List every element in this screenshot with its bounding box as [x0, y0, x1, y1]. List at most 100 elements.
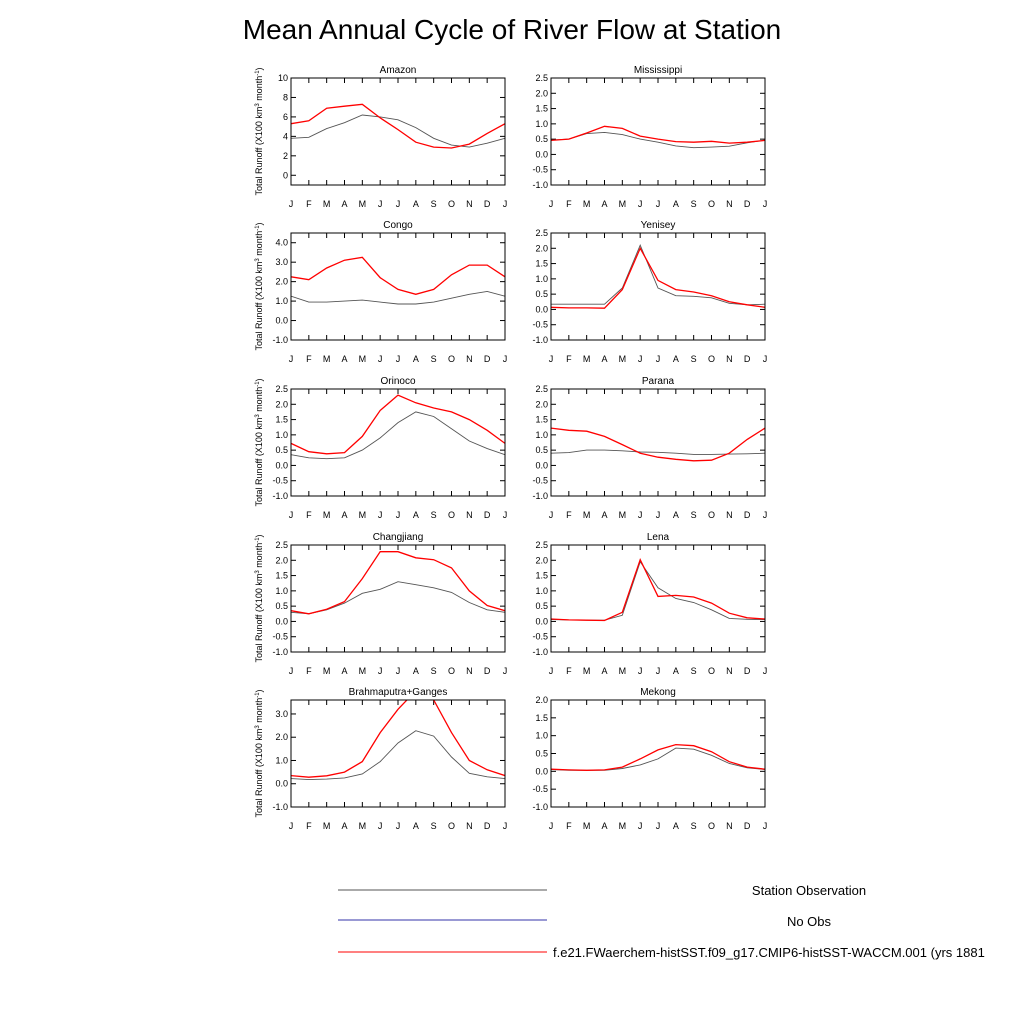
x-tick-label: J: [656, 199, 661, 209]
x-tick-label: N: [726, 199, 733, 209]
x-tick-label: J: [503, 354, 508, 364]
x-tick-label: J: [503, 510, 508, 520]
x-tick-label: M: [583, 821, 591, 831]
y-tick-label: -0.5: [532, 320, 548, 330]
panel-title: Lena: [647, 532, 670, 543]
legend-label-model: f.e21.FWaerchem-histSST.f09_g17.CMIP6-hi…: [553, 945, 985, 960]
y-tick-label: 1.0: [275, 586, 288, 596]
y-tick-label: 1.0: [275, 296, 288, 306]
series-line-observation: [551, 560, 765, 621]
x-tick-label: M: [619, 354, 627, 364]
panel-title: Yenisey: [641, 220, 676, 231]
x-tick-label: J: [656, 354, 661, 364]
y-tick-label: 0: [283, 170, 288, 180]
y-tick-label: 4: [283, 131, 288, 141]
y-tick-label: 2.0: [275, 732, 288, 742]
y-tick-label: 1.5: [535, 713, 548, 723]
x-tick-label: J: [549, 666, 554, 676]
y-tick-label: 1.5: [275, 415, 288, 425]
x-tick-label: J: [378, 199, 383, 209]
y-tick-label: 2.0: [535, 399, 548, 409]
x-tick-label: F: [566, 354, 572, 364]
y-tick-label: 2.5: [275, 384, 288, 394]
y-tick-label: 1.0: [275, 755, 288, 765]
series-line-model: [551, 743, 765, 771]
x-tick-label: J: [656, 510, 661, 520]
series-line-observation: [291, 411, 505, 460]
x-tick-label: A: [601, 199, 607, 209]
x-tick-label: J: [396, 354, 401, 364]
y-tick-label: 1.0: [535, 274, 548, 284]
y-tick-label: -0.5: [532, 632, 548, 642]
y-tick-label: 4.0: [275, 238, 288, 248]
x-tick-label: A: [413, 354, 419, 364]
panel-title: Brahmaputra+Ganges: [349, 687, 448, 698]
plot-frame: [550, 232, 766, 341]
figure-title: Mean Annual Cycle of River Flow at Stati…: [243, 14, 781, 45]
x-tick-label: D: [744, 354, 751, 364]
y-tick-label: 2.5: [275, 540, 288, 550]
x-tick-label: F: [306, 821, 312, 831]
x-tick-label: F: [306, 666, 312, 676]
x-tick-label: A: [673, 510, 679, 520]
legend: Station Observation No Obs f.e21.FWaerch…: [338, 883, 985, 960]
y-tick-label: -1.0: [272, 802, 288, 812]
y-tick-label: 0.0: [275, 779, 288, 789]
series-line-model: [551, 246, 765, 309]
x-tick-label: O: [708, 666, 715, 676]
x-tick-label: O: [708, 821, 715, 831]
x-tick-label: J: [549, 199, 554, 209]
x-tick-label: S: [431, 199, 437, 209]
x-tick-label: F: [306, 354, 312, 364]
y-tick-label: 0.5: [275, 601, 288, 611]
x-tick-label: F: [566, 510, 572, 520]
x-tick-label: J: [503, 666, 508, 676]
series-line-observation: [551, 449, 765, 455]
x-tick-label: S: [431, 510, 437, 520]
x-tick-label: J: [638, 510, 643, 520]
x-tick-label: D: [484, 821, 491, 831]
x-tick-label: J: [378, 666, 383, 676]
y-tick-label: 2.5: [535, 73, 548, 83]
x-tick-label: N: [726, 510, 733, 520]
x-tick-label: F: [306, 199, 312, 209]
x-tick-label: D: [744, 666, 751, 676]
y-tick-label: -1.0: [272, 491, 288, 501]
x-tick-label: J: [378, 821, 383, 831]
series-line-observation: [551, 244, 765, 306]
plot-frame: [290, 699, 506, 808]
x-tick-label: O: [708, 354, 715, 364]
x-tick-label: N: [726, 354, 733, 364]
y-tick-label: -0.5: [532, 476, 548, 486]
y-axis-label: Total Runoff (X100 km3 month-1): [254, 222, 264, 350]
y-tick-label: 1.0: [535, 586, 548, 596]
x-tick-label: A: [601, 821, 607, 831]
y-tick-label: 2.0: [535, 555, 548, 565]
x-tick-label: N: [726, 821, 733, 831]
x-tick-label: O: [448, 354, 455, 364]
x-tick-label: D: [484, 354, 491, 364]
y-tick-label: 2.5: [535, 228, 548, 238]
y-tick-label: 0.5: [535, 445, 548, 455]
x-tick-label: A: [413, 510, 419, 520]
x-tick-label: O: [708, 510, 715, 520]
y-tick-label: 2.0: [275, 399, 288, 409]
y-tick-label: 1.5: [535, 104, 548, 114]
y-tick-label: -1.0: [272, 335, 288, 345]
y-tick-label: 0.0: [535, 616, 548, 626]
plot-frame: [550, 544, 766, 653]
x-tick-label: D: [744, 510, 751, 520]
y-tick-label: 0.5: [275, 445, 288, 455]
x-tick-label: A: [341, 510, 347, 520]
y-tick-label: 2.0: [275, 555, 288, 565]
y-tick-label: 0.0: [535, 304, 548, 314]
y-tick-label: 1.0: [535, 430, 548, 440]
y-tick-label: 2.0: [535, 695, 548, 705]
x-tick-label: O: [448, 666, 455, 676]
y-tick-label: 1.5: [535, 259, 548, 269]
series-line-observation: [291, 114, 505, 148]
y-tick-label: 3.0: [275, 257, 288, 267]
